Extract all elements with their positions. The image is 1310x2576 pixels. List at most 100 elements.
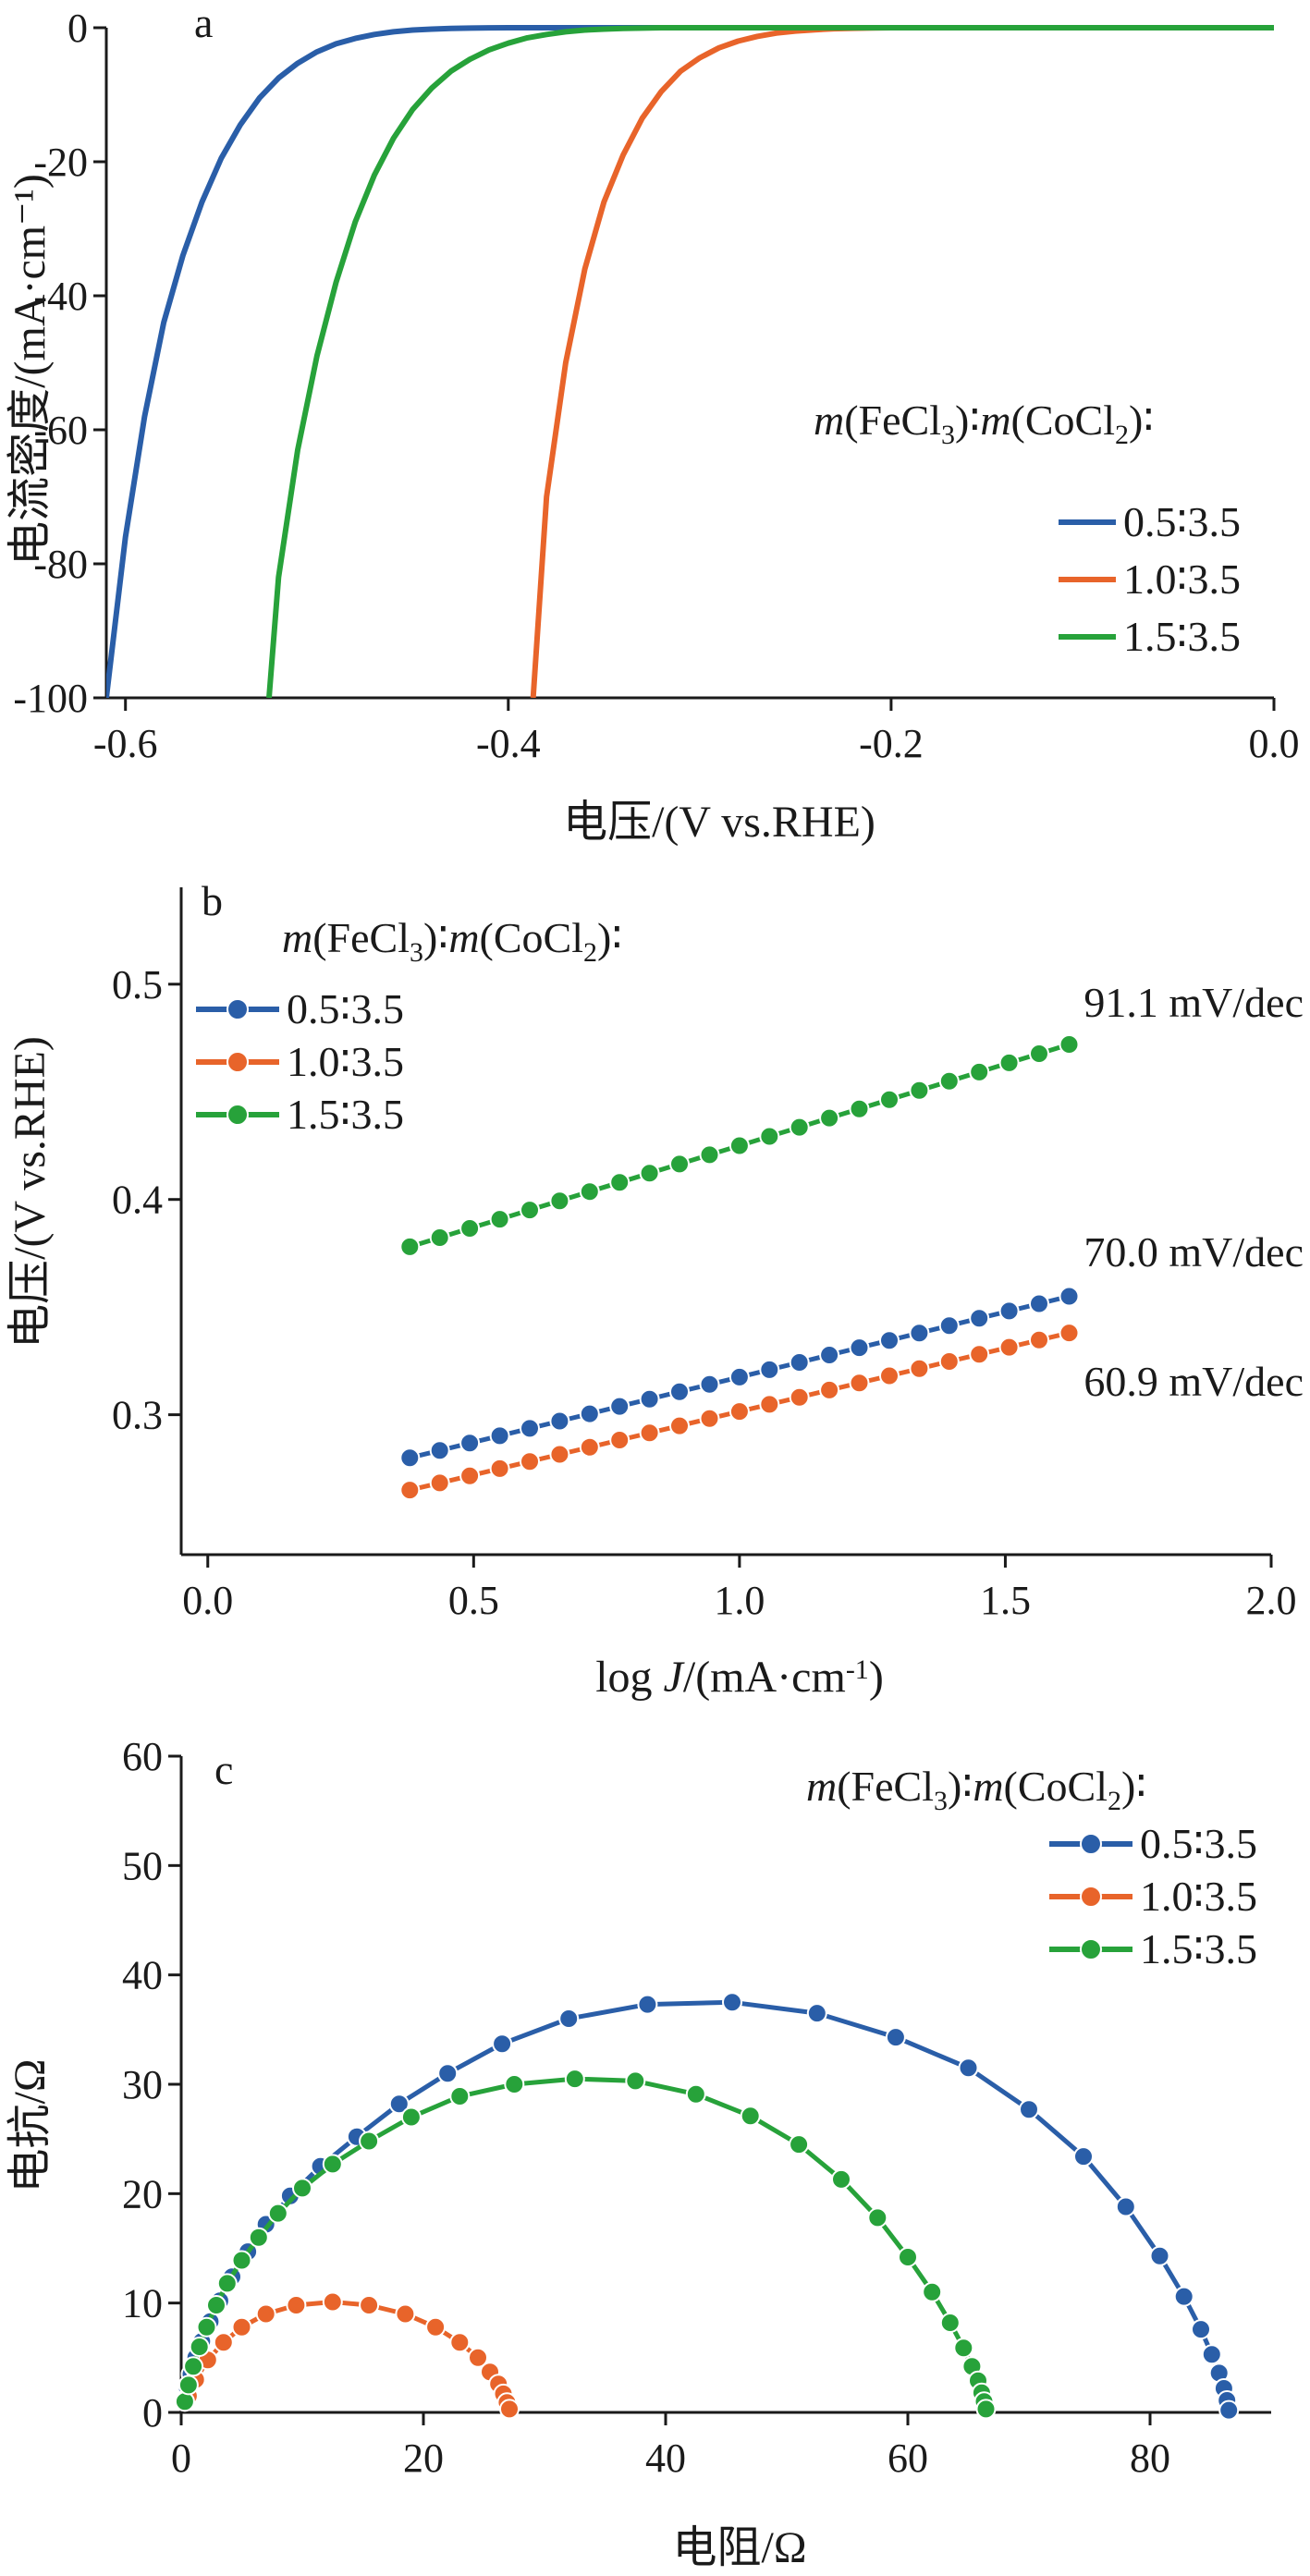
panel-c-series-0-point-27 — [1191, 2319, 1211, 2340]
panel-a-xlabel: 电压/(V vs.RHE) — [563, 798, 875, 847]
panel-b-legend-label-0: 0.5∶3.5 — [287, 985, 404, 1032]
panel-c-series-0-point-25 — [1149, 2245, 1170, 2266]
panel-c-series-2-point-18 — [685, 2083, 706, 2105]
panel-b-series-2-point-14 — [819, 1107, 840, 1129]
panel-b-series-1-point-12 — [759, 1394, 780, 1415]
panel-b-annotation-blue: 70.0 mV/dec — [1084, 1228, 1304, 1276]
panel-b-series-0-point-1 — [429, 1440, 450, 1461]
y-tick-label: 30 — [122, 2062, 163, 2107]
panel-c-series-2-point-8 — [248, 2227, 269, 2248]
y-tick-label: 0 — [67, 6, 88, 51]
panel-b-series-1-point-21 — [1029, 1329, 1049, 1350]
panel-b-series-0-point-22 — [1059, 1286, 1080, 1307]
panel-c-series-2-point-0 — [174, 2391, 195, 2412]
x-tick-label: 0 — [171, 2436, 191, 2481]
panel-c: c m(FeCl3)∶m(CoCl2)∶ 电阻/Ω 电抗/Ω 0 20 40 60 80… — [6, 1734, 1271, 2572]
panel-c-series-2-point-3 — [189, 2337, 210, 2357]
panel-c-series-2-point-14 — [449, 2086, 471, 2106]
x-tick-label: -0.4 — [476, 721, 541, 766]
panel-c-series-0-point-19 — [806, 2003, 827, 2024]
panel-b-series-0-point-6 — [579, 1403, 600, 1424]
panel-c-series-0-point-13 — [388, 2094, 410, 2115]
panel-b-legend-marker-0 — [226, 998, 249, 1020]
panel-b-series-2-point-11 — [728, 1135, 750, 1156]
panel-c-series-2-point-20 — [789, 2134, 810, 2155]
panel-a-letter: a — [194, 0, 213, 46]
panel-b-series-0-point-18 — [938, 1315, 960, 1337]
panel-b-series-2-point-8 — [639, 1163, 660, 1184]
panel-b-series-0-point-3 — [489, 1425, 510, 1447]
panel-b-series-0-point-8 — [639, 1388, 660, 1410]
x-tick-label: 0.0 — [1249, 721, 1300, 766]
y-tick-label: 40 — [122, 1953, 163, 1998]
panel-b-series-0-point-11 — [728, 1366, 750, 1387]
x-tick-label: 2.0 — [1246, 1578, 1297, 1623]
panel-c-legend-title: m(FeCl3)∶m(CoCl2)∶ — [806, 1763, 1146, 1816]
panel-b-annotation-orange: 60.9 mV/dec — [1084, 1358, 1304, 1405]
panel-c-legend-marker-1 — [1080, 1886, 1102, 1908]
panel-b-series-1-point-2 — [459, 1465, 481, 1486]
panel-c-series-2-point-2 — [183, 2356, 204, 2377]
panel-c-series-1-point-10 — [425, 2316, 447, 2338]
y-tick-label: 20 — [122, 2171, 163, 2216]
x-tick-label: -0.2 — [859, 721, 924, 766]
panel-c-series-2-point-15 — [504, 2074, 525, 2094]
panel-c-series-1-point-7 — [322, 2291, 343, 2313]
panel-c-series-2-point-26 — [953, 2338, 974, 2359]
x-tick-label: -0.6 — [93, 721, 158, 766]
panel-c-series-2-point-21 — [831, 2168, 851, 2190]
panel-c-series-2-point-1 — [178, 2375, 199, 2396]
panel-b-series-0-point-15 — [849, 1337, 870, 1359]
panel-c-series-2-point-6 — [216, 2273, 238, 2294]
panel-b-series-1-point-14 — [819, 1379, 840, 1400]
panel-b-series-0-point-9 — [669, 1381, 690, 1402]
panel-b-series-1-point-9 — [669, 1415, 690, 1436]
panel-b-series-2-point-13 — [789, 1117, 810, 1138]
panel-b-series-0-point-20 — [998, 1300, 1020, 1322]
panel-b-series-0-point-17 — [909, 1323, 930, 1344]
panel-b-series-1-point-20 — [998, 1337, 1020, 1358]
panel-b-series-1-point-7 — [609, 1430, 631, 1450]
panel-b-series-2-point-1 — [429, 1227, 450, 1248]
panel-b-series-0-point-5 — [549, 1410, 570, 1432]
panel-b-series-0-point-19 — [969, 1308, 990, 1329]
panel-b-series-1-point-4 — [520, 1451, 540, 1472]
x-tick-label: 20 — [403, 2436, 444, 2481]
panel-c-series-2-point-10 — [292, 2178, 312, 2199]
panel-b-series-2-point-15 — [849, 1098, 870, 1119]
panel-b-legend-label-1: 1.0∶3.5 — [287, 1038, 404, 1085]
panel-b: b m(FeCl3)∶m(CoCl2)∶ 91.1 mV/dec 70.0 mV… — [6, 877, 1304, 1702]
panel-c-series-0-point-26 — [1173, 2286, 1194, 2307]
panel-b-series-2-point-18 — [938, 1070, 960, 1092]
panel-b-legend-label-2: 1.5∶3.5 — [287, 1091, 404, 1138]
y-tick-label: -40 — [33, 274, 88, 319]
panel-b-series-0-point-13 — [789, 1352, 810, 1373]
panel-a: a m(FeCl3)∶m(CoCl2)∶ 电压/(V vs.RHE) 电流密度/… — [6, 0, 1300, 847]
panel-b-series-0-point-14 — [819, 1345, 840, 1365]
panel-c-series-2-point-16 — [564, 2069, 585, 2090]
panel-b-series-0-point-16 — [879, 1330, 900, 1351]
panel-c-ylabel: 电抗/Ω — [6, 2058, 55, 2192]
panel-c-series-1-point-12 — [468, 2347, 488, 2368]
panel-c-series-0-point-18 — [722, 1992, 742, 2013]
panel-b-series-0-point-4 — [520, 1418, 540, 1439]
panel-a-legend-label-2: 1.5∶3.5 — [1123, 613, 1241, 660]
panel-c-series-2-point-13 — [400, 2106, 422, 2128]
panel-b-xlabel: log J/(mA·cm-1) — [595, 1653, 884, 1702]
panel-b-series-1-point-0 — [399, 1480, 421, 1501]
y-tick-label: 0 — [142, 2390, 163, 2436]
panel-b-series-2-point-21 — [1029, 1044, 1049, 1064]
panel-c-series-line-0 — [182, 1999, 1231, 2411]
panel-c-series-2-point-23 — [898, 2247, 918, 2267]
panel-b-series-2-point-22 — [1059, 1034, 1080, 1055]
panel-b-series-0-point-7 — [609, 1396, 631, 1417]
x-tick-label: 0.5 — [448, 1578, 499, 1623]
panel-a-series-line-0 — [106, 25, 1274, 698]
x-tick-label: 40 — [645, 2436, 686, 2481]
panel-c-legend-marker-0 — [1080, 1833, 1102, 1855]
panel-c-series-line-2 — [182, 2076, 988, 2410]
panel-c-legend-marker-2 — [1080, 1938, 1102, 1960]
panel-b-series-1-point-10 — [699, 1408, 720, 1429]
x-tick-label: 60 — [888, 2436, 928, 2481]
